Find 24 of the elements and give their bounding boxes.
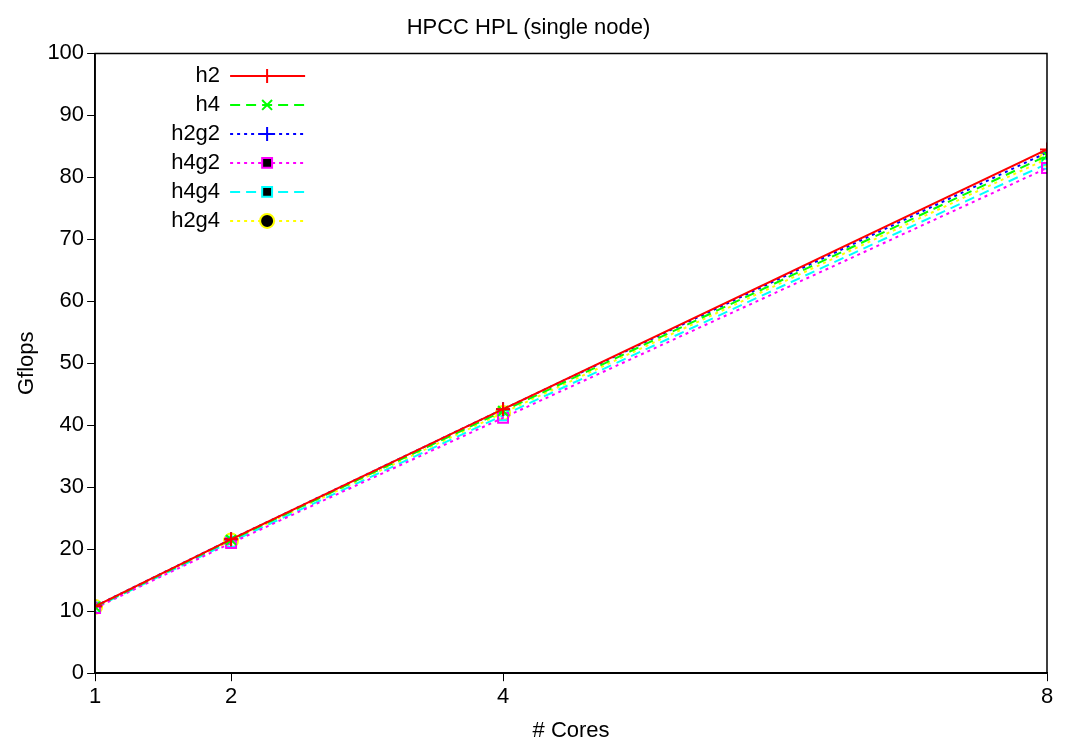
y-tick-label: 60 (59, 287, 85, 313)
legend-label: h4g4 (171, 177, 221, 203)
y-tick-label: 10 (59, 597, 85, 623)
x-tick-label: 4 (496, 683, 510, 709)
y-tick-label: 70 (59, 225, 85, 251)
y-tick-label: 100 (47, 39, 85, 65)
x-tick-label: 8 (1040, 683, 1054, 709)
y-tick-label: 90 (59, 101, 85, 127)
y-tick-label: 0 (71, 659, 85, 685)
chart-title: HPCC HPL (single node) (406, 14, 651, 40)
legend-label: h2g4 (171, 206, 221, 232)
y-tick-label: 20 (59, 535, 85, 561)
y-axis-title: Gflops (13, 331, 39, 396)
legend-label: h4g2 (171, 148, 221, 174)
y-tick-label: 50 (59, 349, 85, 375)
legend-label: h2 (195, 61, 221, 87)
y-tick-label: 30 (59, 473, 85, 499)
x-tick-label: 1 (88, 683, 102, 709)
x-axis-title: # Cores (532, 716, 610, 742)
x-tick-label: 2 (224, 683, 238, 709)
legend-label: h2g2 (171, 119, 221, 145)
y-tick-label: 40 (59, 411, 85, 437)
y-tick-label: 80 (59, 163, 85, 189)
legend-label: h4 (195, 90, 221, 116)
